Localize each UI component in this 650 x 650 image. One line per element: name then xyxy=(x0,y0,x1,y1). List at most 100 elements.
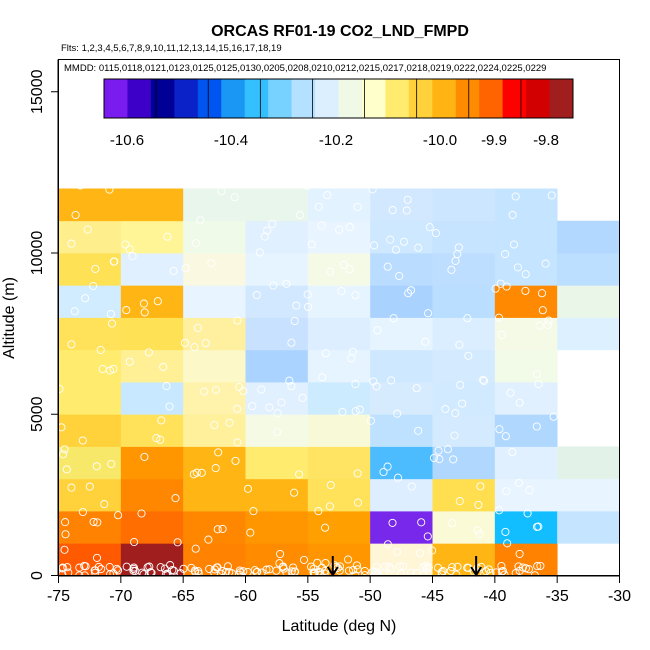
sample-point xyxy=(306,562,316,571)
sample-point xyxy=(428,546,437,555)
sample-point xyxy=(287,382,296,391)
sample-point xyxy=(204,535,213,544)
sample-point xyxy=(63,563,72,572)
sample-point xyxy=(453,562,462,571)
sample-point xyxy=(314,507,323,516)
sample-point xyxy=(85,482,94,491)
sample-point xyxy=(276,549,285,559)
sample-point xyxy=(344,566,353,575)
sample-point xyxy=(196,216,205,225)
x-tick-label: -70 xyxy=(109,588,132,605)
sample-point xyxy=(269,281,278,290)
sample-point xyxy=(544,316,553,325)
heatmap-cell xyxy=(307,220,371,254)
sample-point xyxy=(370,241,379,250)
sample-point xyxy=(330,561,339,570)
sample-point xyxy=(298,393,307,402)
colorbar-tick-label: -10.4 xyxy=(214,132,248,149)
sample-point xyxy=(506,388,515,397)
sample-point xyxy=(495,506,504,515)
colorbar-segment xyxy=(502,79,527,118)
heatmap-cell xyxy=(370,220,433,254)
sample-point xyxy=(447,265,456,274)
sample-point xyxy=(262,565,271,574)
sample-point xyxy=(386,235,395,244)
sample-point xyxy=(399,562,408,571)
heatmap-cell xyxy=(432,317,496,351)
sample-point xyxy=(423,532,432,541)
sample-point xyxy=(538,306,547,315)
sample-point xyxy=(295,210,304,220)
heatmap-cell xyxy=(307,511,371,544)
sample-point xyxy=(383,462,392,471)
heatmap-cell xyxy=(432,285,496,318)
sample-point xyxy=(309,564,318,573)
sample-point xyxy=(302,181,311,190)
heatmap-cell xyxy=(557,478,620,512)
sample-point xyxy=(58,563,67,572)
sample-point xyxy=(91,264,100,273)
heatmap-cell xyxy=(307,285,371,318)
sample-point xyxy=(81,562,90,571)
sample-point xyxy=(535,321,544,330)
x-tick-label: -60 xyxy=(234,588,257,605)
sample-point xyxy=(388,518,397,527)
sample-point xyxy=(320,566,330,575)
sample-point xyxy=(212,563,221,572)
heatmap-cell xyxy=(58,446,122,480)
sample-point xyxy=(277,398,286,407)
heatmap-cell xyxy=(432,478,496,512)
sample-point xyxy=(235,570,244,579)
heatmap-cell xyxy=(183,220,246,254)
sample-point xyxy=(455,497,464,506)
sample-point xyxy=(81,294,90,303)
sample-point xyxy=(476,482,485,491)
chart-title: ORCAS RF01-19 CO2_LND_FMPD xyxy=(211,23,469,40)
sample-point xyxy=(78,436,87,445)
sample-point xyxy=(282,279,291,288)
sample-point xyxy=(318,373,327,382)
sample-point xyxy=(210,420,219,430)
sample-point xyxy=(109,257,118,266)
sample-point xyxy=(396,562,405,571)
sample-point xyxy=(514,562,523,571)
sample-point xyxy=(406,286,416,295)
heatmap-cell xyxy=(245,414,309,447)
sample-point xyxy=(524,565,533,574)
sample-point xyxy=(549,412,558,421)
colorbar-tick-label: -10.6 xyxy=(110,132,144,149)
heatmap-cell xyxy=(557,446,620,480)
sample-point xyxy=(486,568,495,578)
colorbar-segment xyxy=(385,79,410,118)
colorbar-segment xyxy=(127,79,152,118)
sample-point xyxy=(173,538,182,547)
sample-point xyxy=(458,399,467,408)
colorbar-segment xyxy=(526,79,550,118)
sample-point xyxy=(231,456,240,465)
heatmap-cell xyxy=(245,511,309,544)
heatmap-cell xyxy=(432,414,496,447)
heatmap-cell xyxy=(494,511,558,544)
heatmap-cell xyxy=(370,317,433,351)
sample-point xyxy=(225,418,234,427)
sample-point xyxy=(121,240,130,249)
sample-point xyxy=(243,484,253,493)
sample-point xyxy=(93,518,102,527)
heatmap-cell xyxy=(58,511,122,544)
heatmap-cell xyxy=(432,253,496,286)
sample-point xyxy=(233,438,242,447)
sample-point xyxy=(351,291,360,300)
sample-point xyxy=(162,382,171,391)
colorbar-frame xyxy=(103,78,574,119)
sample-point xyxy=(233,404,242,413)
heatmap-cell xyxy=(494,220,558,254)
sample-point xyxy=(479,375,488,384)
heatmap-cell xyxy=(370,285,433,318)
sample-point xyxy=(210,565,219,574)
colorbar-segment xyxy=(291,79,316,118)
sample-point xyxy=(112,564,121,573)
sample-point xyxy=(338,407,347,417)
sample-point xyxy=(515,566,524,575)
sample-point xyxy=(307,240,316,249)
sample-point xyxy=(345,265,354,274)
